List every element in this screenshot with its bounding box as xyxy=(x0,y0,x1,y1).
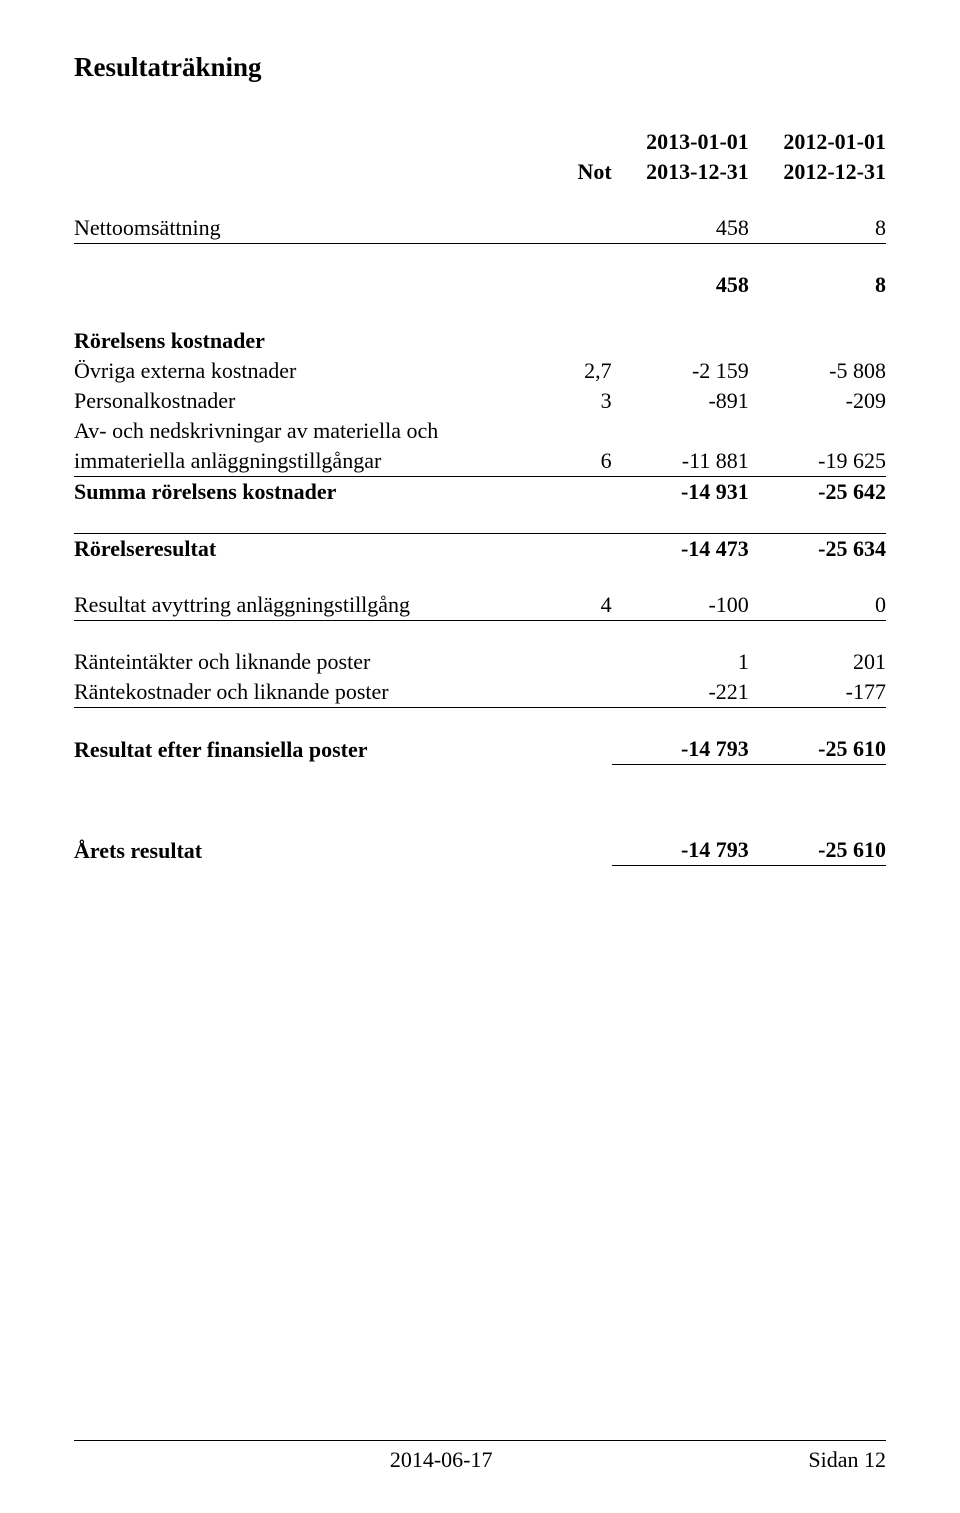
label-arets: Årets resultat xyxy=(74,835,543,866)
footer-page: Sidan 12 xyxy=(808,1447,886,1473)
val-finans-y1: -14 793 xyxy=(612,734,749,765)
row-personal: Personalkostnader 3 -891 -209 xyxy=(74,386,886,416)
row-rorelseresultat: Rörelseresultat -14 473 -25 634 xyxy=(74,534,886,564)
val-ranteint-y1: 1 xyxy=(612,647,749,677)
row-sum-netto: 458 8 xyxy=(74,270,886,300)
val-rorelseres-y2: -25 634 xyxy=(749,534,886,564)
page-title: Resultaträkning xyxy=(74,52,886,83)
label-rantekost: Räntekostnader och liknande poster xyxy=(74,677,543,708)
label-avskr-line2: immateriella anläggningstillgångar xyxy=(74,446,543,477)
val-avskr-y2: -19 625 xyxy=(749,446,886,477)
col-year2-line2: 2012-12-31 xyxy=(749,157,886,187)
row-nettoomsattning: Nettoomsättning 458 8 xyxy=(74,213,886,244)
header-row-1: 2013-01-01 2012-01-01 xyxy=(74,127,886,157)
col-year2-line1: 2012-01-01 xyxy=(749,127,886,157)
label-avyttring: Resultat avyttring anläggningstillgång xyxy=(74,590,543,621)
label-kostnader-header: Rörelsens kostnader xyxy=(74,326,886,356)
row-avskr-line2: immateriella anläggningstillgångar 6 -11… xyxy=(74,446,886,477)
val-summakost-y2: -25 642 xyxy=(749,477,886,507)
row-ranteintakter: Ränteintäkter och liknande poster 1 201 xyxy=(74,647,886,677)
row-arets-resultat: Årets resultat -14 793 -25 610 xyxy=(74,835,886,866)
val-personal-y1: -891 xyxy=(612,386,749,416)
val-arets-y1: -14 793 xyxy=(612,835,749,866)
val-arets-y2: -25 610 xyxy=(749,835,886,866)
label-ranteint: Ränteintäkter och liknande poster xyxy=(74,647,543,677)
row-finansiella: Resultat efter finansiella poster -14 79… xyxy=(74,734,886,765)
val-sumnetto-y2: 8 xyxy=(749,270,886,300)
val-sumnetto-y1: 458 xyxy=(612,270,749,300)
val-ovriga-y1: -2 159 xyxy=(612,356,749,386)
val-avskr-y1: -11 881 xyxy=(612,446,749,477)
row-kostnader-header: Rörelsens kostnader xyxy=(74,326,886,356)
row-avyttring: Resultat avyttring anläggningstillgång 4… xyxy=(74,590,886,621)
label-nettoomsattning: Nettoomsättning xyxy=(74,213,543,244)
footer-date: 2014-06-17 xyxy=(390,1447,493,1473)
label-summa-kost: Summa rörelsens kostnader xyxy=(74,477,543,507)
val-nettooms-y1: 458 xyxy=(612,213,749,244)
val-ovriga-y2: -5 808 xyxy=(749,356,886,386)
val-avyttring-y2: 0 xyxy=(749,590,886,621)
label-rorelseresultat: Rörelseresultat xyxy=(74,534,543,564)
label-ovriga: Övriga externa kostnader xyxy=(74,356,543,386)
val-nettooms-y2: 8 xyxy=(749,213,886,244)
row-summa-kostnader: Summa rörelsens kostnader -14 931 -25 64… xyxy=(74,477,886,507)
val-finans-y2: -25 610 xyxy=(749,734,886,765)
val-rantekost-y1: -221 xyxy=(612,677,749,708)
col-year1-line1: 2013-01-01 xyxy=(612,127,749,157)
note-header: Not xyxy=(543,157,612,187)
val-summakost-y1: -14 931 xyxy=(612,477,749,507)
col-year1-line2: 2013-12-31 xyxy=(612,157,749,187)
val-personal-y2: -209 xyxy=(749,386,886,416)
page-footer: 2014-06-17 Sidan 12 xyxy=(74,1440,886,1473)
label-personal: Personalkostnader xyxy=(74,386,543,416)
val-rorelseres-y1: -14 473 xyxy=(612,534,749,564)
val-avyttring-y1: -100 xyxy=(612,590,749,621)
row-ovriga: Övriga externa kostnader 2,7 -2 159 -5 8… xyxy=(74,356,886,386)
label-avskr-line1: Av- och nedskrivningar av materiella och xyxy=(74,416,543,446)
row-avskr-line1: Av- och nedskrivningar av materiella och xyxy=(74,416,886,446)
row-rantekostnader: Räntekostnader och liknande poster -221 … xyxy=(74,677,886,708)
label-finansiella: Resultat efter finansiella poster xyxy=(74,734,543,765)
income-statement-table: 2013-01-01 2012-01-01 Not 2013-12-31 201… xyxy=(74,127,886,866)
note-personal: 3 xyxy=(543,386,612,416)
note-avskr: 6 xyxy=(543,446,612,477)
val-ranteint-y2: 201 xyxy=(749,647,886,677)
note-ovriga: 2,7 xyxy=(543,356,612,386)
val-rantekost-y2: -177 xyxy=(749,677,886,708)
header-row-2: Not 2013-12-31 2012-12-31 xyxy=(74,157,886,187)
note-avyttring: 4 xyxy=(543,590,612,621)
